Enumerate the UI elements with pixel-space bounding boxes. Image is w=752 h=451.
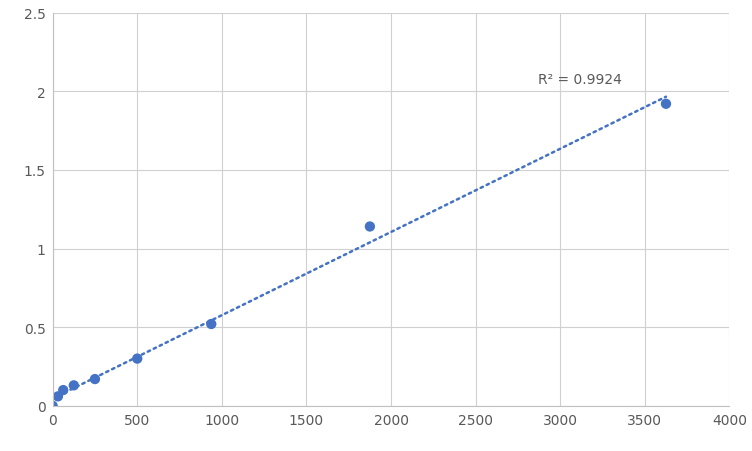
Point	[131, 355, 143, 363]
Point	[47, 402, 59, 410]
Point	[68, 382, 80, 389]
Point	[52, 393, 64, 400]
Point	[89, 376, 101, 383]
Point	[660, 101, 672, 108]
Point	[205, 321, 217, 328]
Text: R² = 0.9924: R² = 0.9924	[538, 74, 622, 87]
Point	[57, 387, 69, 394]
Point	[364, 223, 376, 230]
